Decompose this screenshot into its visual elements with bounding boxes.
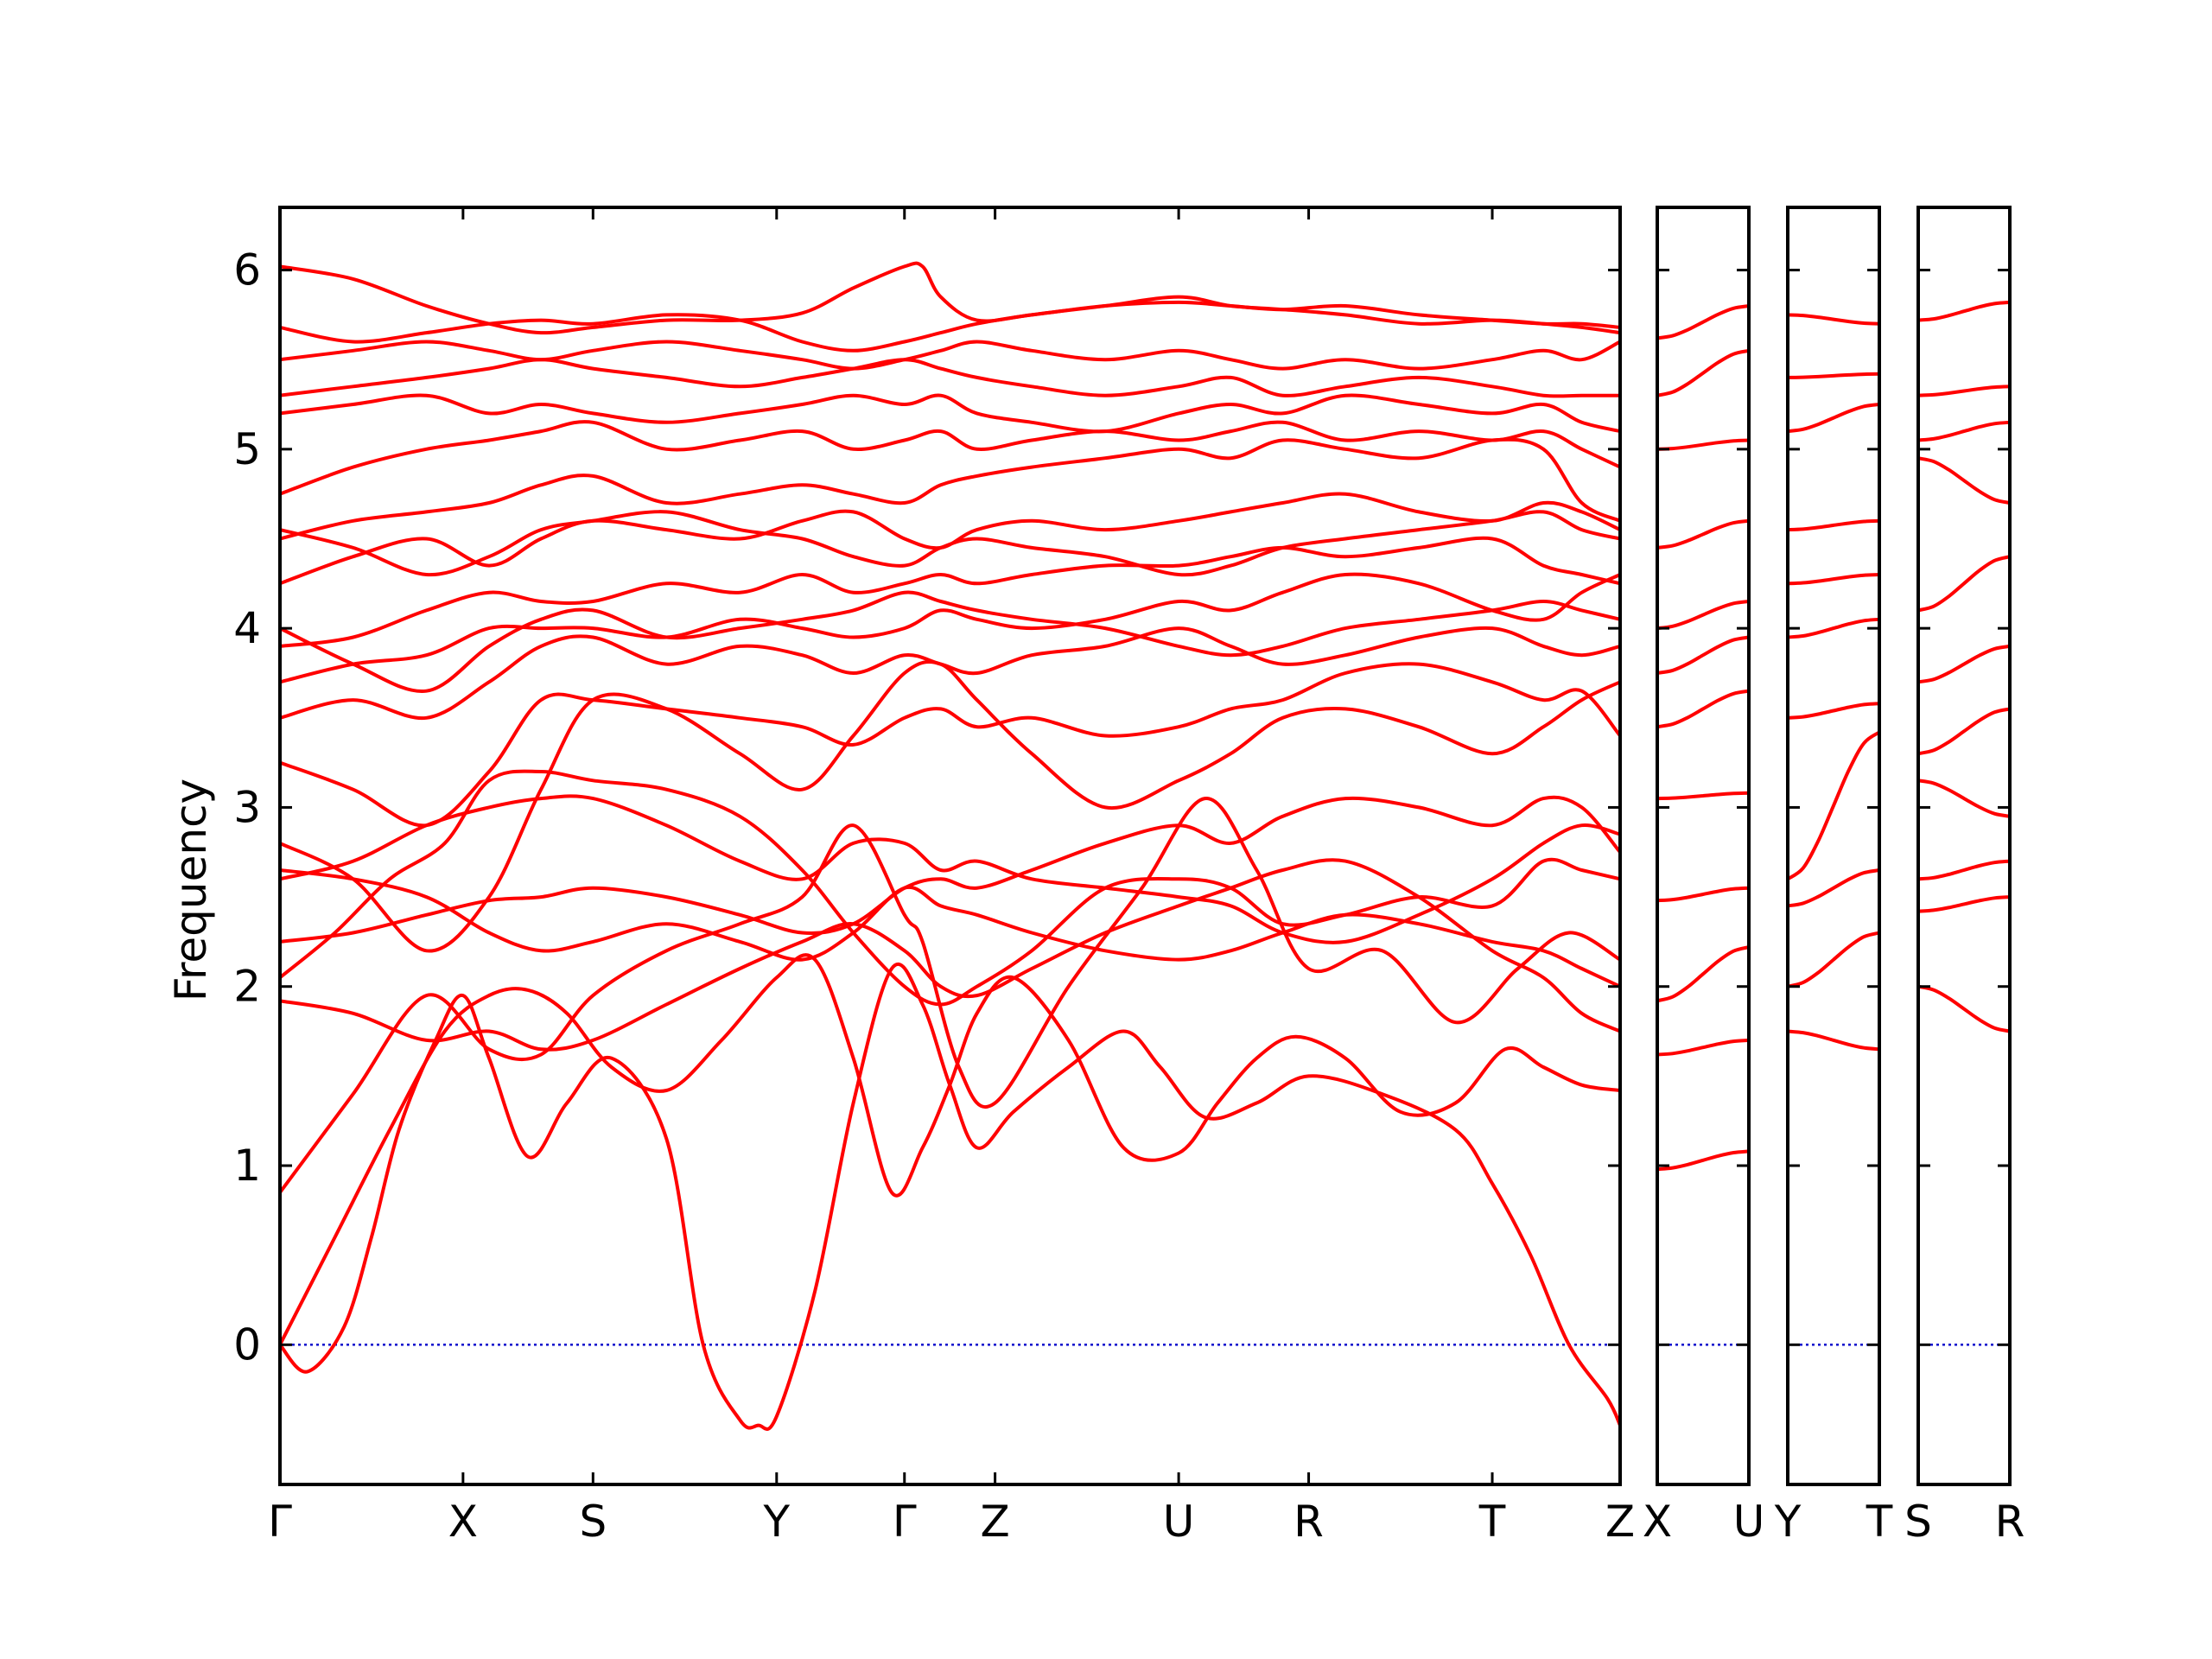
x-tick-label: Y <box>1774 1497 1802 1547</box>
y-tick-label: 4 <box>233 603 261 653</box>
band-line <box>280 393 1620 434</box>
band-line <box>280 795 1620 944</box>
x-tick-label: U <box>1733 1497 1765 1547</box>
band-line <box>280 437 1620 541</box>
band-line <box>1788 313 1879 326</box>
band-line <box>1788 702 1879 720</box>
band-line <box>1918 779 2010 818</box>
band-line <box>1657 1149 1749 1172</box>
band-line <box>1657 600 1749 631</box>
band-line <box>1918 895 2010 913</box>
plot-frame-1 <box>278 206 1622 1486</box>
x-tick-label: Z <box>980 1497 1009 1547</box>
band-line <box>1918 300 2010 322</box>
band-line <box>1657 518 1749 550</box>
band-line <box>1918 707 2010 756</box>
x-tick-label: T <box>1866 1497 1893 1547</box>
band-line <box>1788 403 1879 434</box>
band-line <box>280 340 1620 371</box>
band-line <box>280 858 1620 1052</box>
axis-ticks <box>280 207 2010 1484</box>
x-tick-label: U <box>1163 1497 1195 1547</box>
x-tick-label: Y <box>763 1497 791 1547</box>
band-line <box>280 868 1620 988</box>
axes-frames <box>278 206 2012 1486</box>
x-tick-label: Γ <box>893 1497 917 1547</box>
band-line <box>1788 617 1879 639</box>
band-line <box>1657 1038 1749 1057</box>
x-tick-label: X <box>1643 1497 1672 1547</box>
band-line <box>1788 518 1879 532</box>
band-line <box>280 420 1620 496</box>
band-line <box>280 295 1620 353</box>
band-line <box>1788 730 1879 881</box>
band-line <box>1918 644 2010 684</box>
band-line <box>1657 689 1749 729</box>
side-panel-bands <box>1918 300 2010 1033</box>
band-line <box>1918 385 2010 397</box>
side-panel-bands <box>1788 313 1879 1052</box>
band-line <box>280 962 1620 1431</box>
band-line <box>280 626 1620 721</box>
plot-frame-4 <box>1916 206 2012 1486</box>
band-line <box>1657 304 1749 340</box>
y-tick-label: 3 <box>233 782 261 832</box>
x-tick-label: R <box>1294 1497 1324 1547</box>
band-line <box>280 590 1620 693</box>
band-line <box>280 953 1620 1347</box>
band-line <box>1918 859 2010 881</box>
x-tick-label: S <box>1904 1497 1932 1547</box>
band-line <box>1918 420 2010 442</box>
band-line <box>280 492 1620 586</box>
band-line <box>1788 1029 1879 1052</box>
band-line <box>1657 438 1749 451</box>
y-tick-label: 5 <box>233 424 261 474</box>
band-line <box>1657 348 1749 397</box>
band-line <box>1918 984 2010 1033</box>
band-line <box>1657 886 1749 903</box>
band-line <box>280 536 1620 648</box>
main-panel-bands <box>280 261 1620 1431</box>
side-panel-bands <box>1657 304 1749 1172</box>
band-line <box>1918 555 2010 613</box>
band-line <box>1657 945 1749 1003</box>
band-line <box>280 662 1620 828</box>
plot-frame-3 <box>1786 206 1881 1486</box>
band-line <box>1788 372 1879 379</box>
band-line <box>280 261 1620 335</box>
x-tick-label: R <box>1995 1497 2025 1547</box>
y-tick-label: 1 <box>233 1141 261 1191</box>
band-line <box>280 358 1620 398</box>
phonon-bands <box>280 261 2010 1431</box>
band-line <box>1657 635 1749 675</box>
y-tick-label: 0 <box>233 1319 261 1370</box>
x-tick-label: Γ <box>268 1497 292 1547</box>
plot-frame-2 <box>1656 206 1751 1486</box>
band-line <box>1788 931 1879 988</box>
y-axis-title: Frequency <box>166 779 216 1001</box>
x-tick-label: S <box>579 1497 607 1547</box>
y-tick-label: 6 <box>233 245 261 296</box>
band-line <box>1918 456 2010 505</box>
x-tick-label: T <box>1478 1497 1506 1547</box>
band-line <box>1788 868 1879 908</box>
band-line <box>280 794 1620 944</box>
x-tick-label: X <box>448 1497 478 1547</box>
band-line <box>280 510 1620 577</box>
x-tick-label: Z <box>1605 1497 1635 1547</box>
band-line <box>1657 791 1749 801</box>
band-line <box>280 572 1620 684</box>
band-line <box>1788 573 1879 586</box>
y-tick-label: 2 <box>233 962 261 1012</box>
band-line <box>280 797 1620 1195</box>
